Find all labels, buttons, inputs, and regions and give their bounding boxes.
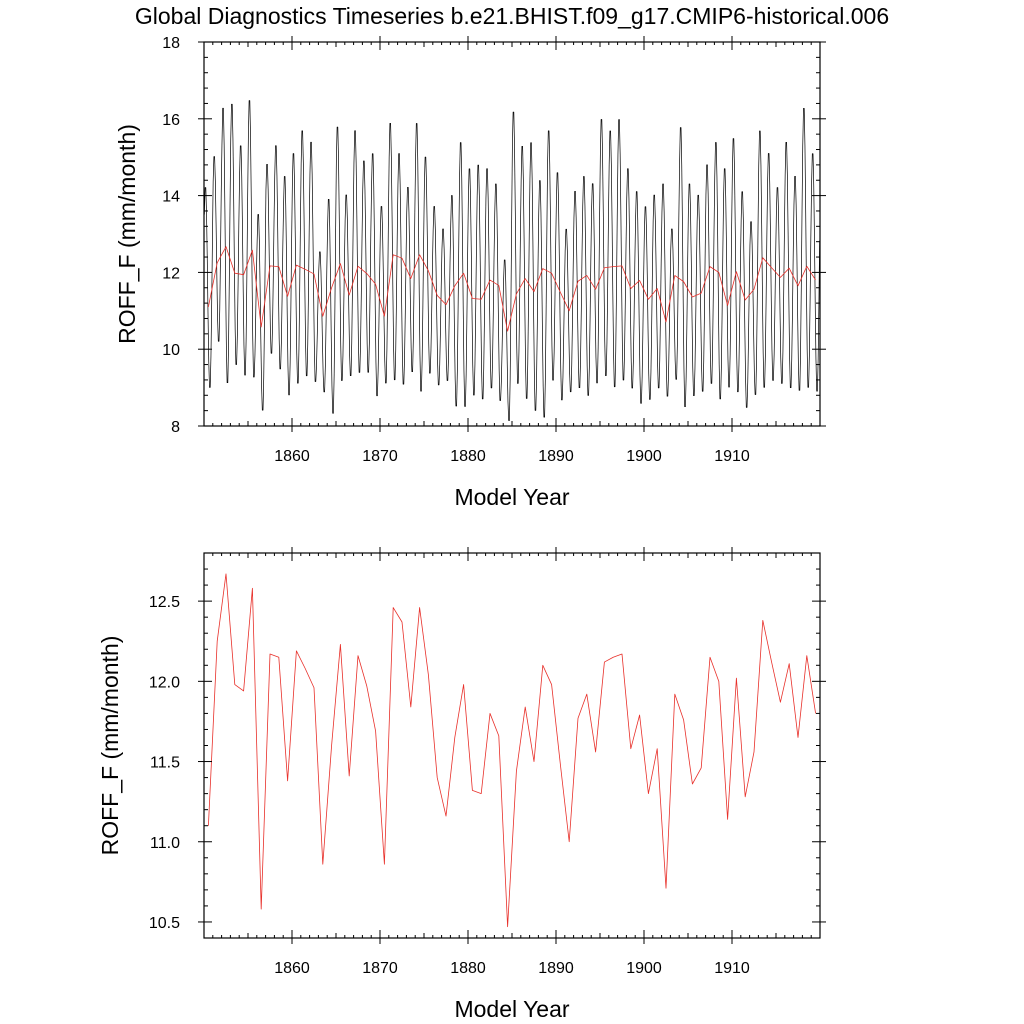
x-tick-label: 1880 bbox=[450, 448, 486, 465]
y-tick-label: 12.5 bbox=[149, 594, 180, 611]
x-tick-label: 1890 bbox=[538, 960, 574, 977]
y-tick-label: 11.0 bbox=[150, 835, 180, 852]
plot-frame bbox=[203, 41, 821, 427]
x-tick-label: 1900 bbox=[626, 448, 662, 465]
chart-title: Global Diagnostics Timeseries b.e21.BHIS… bbox=[135, 3, 889, 29]
plot-frame bbox=[203, 552, 821, 939]
y-tick-label: 14 bbox=[162, 189, 180, 206]
y-tick-label: 12 bbox=[162, 265, 180, 282]
x-tick-label: 1910 bbox=[714, 448, 750, 465]
x-tick-label: 1870 bbox=[362, 960, 398, 977]
x-tick-label: 1870 bbox=[362, 448, 398, 465]
y-tick-label: 12.0 bbox=[149, 674, 180, 691]
x-axis-label: Model Year bbox=[454, 484, 569, 510]
y-tick-label: 8 bbox=[171, 419, 180, 436]
y-tick-label: 18 bbox=[162, 35, 180, 52]
top-panel: 1860 1870 1880 1890 1900 1910 8 10 12 14 16 18 Model… bbox=[114, 35, 826, 510]
bottom-panel: 1860 1870 1880 1890 1900 1910 10.5 11.0 11.5 12.0… bbox=[97, 547, 826, 1022]
annual-mean-series-line-0 bbox=[208, 246, 816, 332]
annual-mean-series-line-1 bbox=[208, 573, 816, 928]
x-axis-label: Model Year bbox=[454, 996, 569, 1022]
y-tick-label: 16 bbox=[162, 112, 180, 129]
x-tick-label: 1860 bbox=[274, 960, 310, 977]
x-tick-label: 1890 bbox=[538, 448, 574, 465]
y-axis-label: ROFF_F (mm/month) bbox=[97, 636, 123, 856]
x-tick-label: 1860 bbox=[274, 448, 310, 465]
x-tick-label: 1900 bbox=[626, 960, 662, 977]
x-tick-label: 1880 bbox=[450, 960, 486, 977]
y-tick-label: 10.5 bbox=[149, 915, 180, 932]
y-axis-label: ROFF_F (mm/month) bbox=[114, 124, 140, 344]
monthly-series-line-0 bbox=[204, 100, 820, 421]
y-tick-label: 10 bbox=[162, 342, 180, 359]
x-tick-label: 1910 bbox=[714, 960, 750, 977]
y-tick-label: 11.5 bbox=[150, 755, 180, 772]
